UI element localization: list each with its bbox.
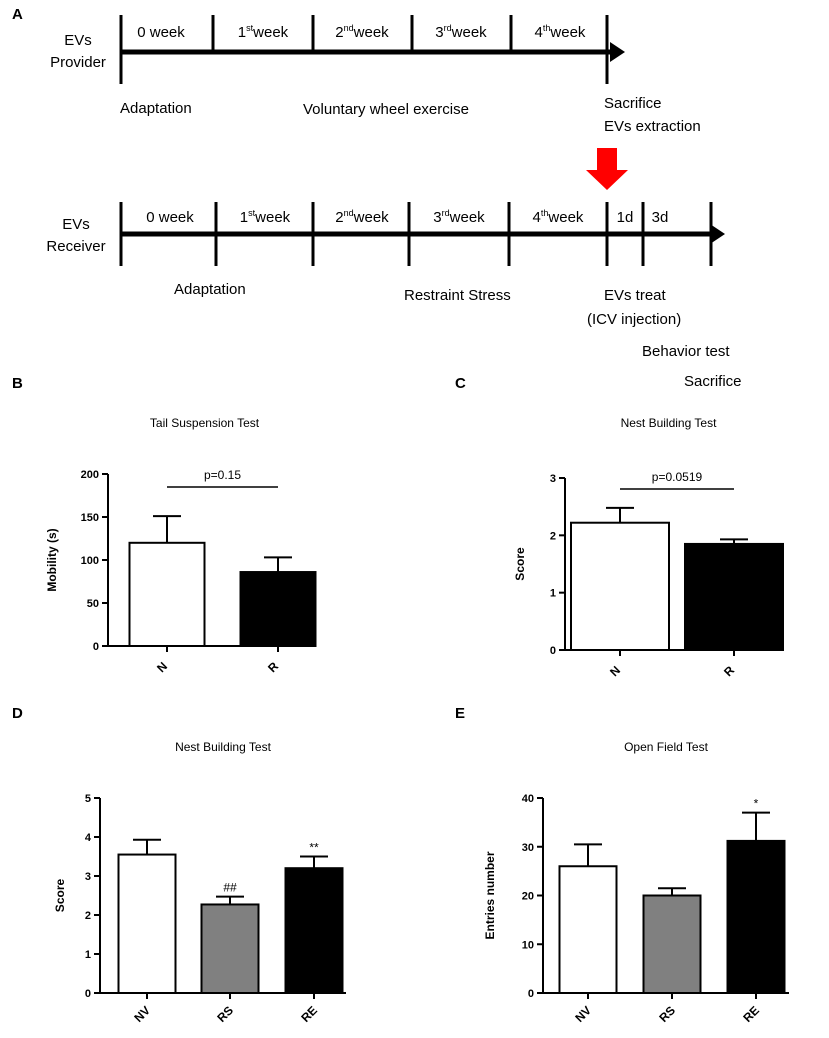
y-tick-label: 5 bbox=[85, 793, 91, 805]
panel-letter-a: A bbox=[12, 6, 23, 23]
chart-title: Tail Suspension Test bbox=[150, 416, 260, 430]
chart-tail-suspension: B Tail Suspension Test Mobility (s) 0 50 100 1… bbox=[12, 375, 317, 675]
bar-re bbox=[284, 867, 344, 995]
bar-r bbox=[239, 571, 317, 647]
p-value-annotation: p=0.0519 bbox=[652, 470, 703, 484]
bar-re bbox=[726, 839, 786, 995]
timeline-panel: A EVs Provider 0 week 1stweek 2ndweek 3r… bbox=[12, 6, 742, 390]
y-tick-label: 150 bbox=[81, 512, 99, 524]
category-label: R bbox=[721, 663, 737, 679]
provider-extraction: EVs extraction bbox=[604, 118, 701, 135]
y-tick-label: 30 bbox=[522, 842, 534, 854]
provider-week-1: 1stweek bbox=[238, 23, 289, 41]
receiver-arrowhead bbox=[710, 224, 725, 244]
category-label: N bbox=[154, 659, 170, 675]
provider-week-4: 4thweek bbox=[535, 23, 586, 41]
receiver-label-line1: EVs bbox=[62, 216, 90, 233]
bar-n bbox=[570, 521, 670, 651]
panel-letter-d: D bbox=[12, 705, 23, 722]
receiver-treat: EVs treat bbox=[604, 287, 667, 304]
provider-week-2: 2ndweek bbox=[335, 23, 389, 41]
y-axis-label: Mobility (s) bbox=[45, 528, 59, 591]
category-label: RE bbox=[298, 1003, 320, 1025]
receiver-injection: (ICV injection) bbox=[587, 311, 681, 328]
receiver-sacrifice: Sacrifice bbox=[684, 373, 742, 390]
receiver-label-line2: Receiver bbox=[46, 238, 105, 255]
y-axis-label: Entries number bbox=[483, 851, 497, 939]
y-tick-label: 2 bbox=[550, 530, 556, 542]
y-axis-label: Score bbox=[513, 547, 527, 581]
panel-letter-b: B bbox=[12, 375, 23, 392]
y-tick-label: 0 bbox=[528, 988, 534, 1000]
provider-week-3: 3rdweek bbox=[435, 23, 487, 41]
y-tick-label: 20 bbox=[522, 891, 534, 903]
receiver-adaptation: Adaptation bbox=[174, 281, 246, 298]
y-tick-label: 4 bbox=[85, 832, 92, 844]
chart-title: Open Field Test bbox=[624, 740, 708, 754]
bar-r bbox=[684, 542, 784, 652]
receiver-week-1: 1stweek bbox=[240, 208, 291, 226]
y-tick-label: 1 bbox=[550, 588, 556, 600]
receiver-week-0: 0 week bbox=[146, 209, 194, 226]
y-tick-label: 1 bbox=[85, 949, 91, 961]
receiver-week-3: 3rdweek bbox=[433, 208, 485, 226]
y-tick-label: 0 bbox=[550, 645, 556, 657]
provider-arrowhead bbox=[610, 42, 625, 62]
provider-exercise: Voluntary wheel exercise bbox=[303, 101, 469, 118]
bar-rs bbox=[642, 894, 702, 994]
receiver-week-2: 2ndweek bbox=[335, 208, 389, 226]
receiver-behavior: Behavior test bbox=[642, 343, 730, 360]
chart-nest-building-c: C Nest Building Test Score 0 1 2 3 N Rp=0.0519 bbox=[455, 375, 784, 679]
category-label: RS bbox=[656, 1003, 678, 1025]
provider-adaptation: Adaptation bbox=[120, 100, 192, 117]
chart-title: Nest Building Test bbox=[175, 740, 271, 754]
category-label: NV bbox=[572, 1003, 594, 1025]
provider-label-line1: EVs bbox=[64, 32, 92, 49]
provider-sacrifice: Sacrifice bbox=[604, 95, 662, 112]
y-tick-label: 200 bbox=[81, 469, 99, 481]
y-tick-label: 10 bbox=[522, 939, 534, 951]
bar-nv bbox=[117, 853, 177, 994]
category-label: N bbox=[607, 663, 623, 679]
bar-nv bbox=[558, 865, 618, 994]
y-tick-label: 0 bbox=[93, 641, 99, 653]
bar-rs bbox=[200, 903, 260, 994]
y-tick-label: 100 bbox=[81, 555, 99, 567]
chart-open-field: E Open Field Test Entries number 0 10 20 30 40 N… bbox=[455, 705, 789, 1025]
panel-letter-c: C bbox=[455, 375, 466, 392]
y-axis-label: Score bbox=[53, 879, 67, 913]
category-label: RE bbox=[740, 1003, 762, 1025]
bar-n bbox=[128, 541, 206, 647]
y-tick-label: 0 bbox=[85, 988, 91, 1000]
y-tick-label: 3 bbox=[550, 473, 556, 485]
transfer-arrow-icon bbox=[586, 148, 628, 190]
category-label: NV bbox=[131, 1003, 153, 1025]
receiver-stress: Restraint Stress bbox=[404, 287, 511, 304]
significance-marker: * bbox=[754, 797, 759, 811]
chart-nest-building-d: D Nest Building Test Score 0 1 2 3 4 5 NV RS ## RE ** bbox=[12, 705, 346, 1025]
provider-week-0: 0 week bbox=[137, 24, 185, 41]
y-tick-label: 2 bbox=[85, 910, 91, 922]
p-value-annotation: p=0.15 bbox=[204, 468, 241, 482]
provider-label-line2: Provider bbox=[50, 54, 106, 71]
receiver-timeline: EVs Receiver 0 week 1stweek 2ndweek 3rdw… bbox=[46, 202, 742, 390]
y-tick-label: 40 bbox=[522, 793, 534, 805]
y-tick-label: 3 bbox=[85, 871, 91, 883]
panel-letter-e: E bbox=[455, 705, 465, 722]
receiver-day-3: 3d bbox=[652, 209, 669, 226]
chart-title: Nest Building Test bbox=[621, 416, 717, 430]
receiver-day-1: 1d bbox=[617, 209, 634, 226]
provider-timeline: EVs Provider 0 week 1stweek 2ndweek 3rdw… bbox=[50, 15, 701, 135]
y-tick-label: 50 bbox=[87, 598, 99, 610]
significance-marker: ** bbox=[309, 841, 319, 855]
category-label: R bbox=[265, 659, 281, 675]
significance-marker: ## bbox=[223, 881, 237, 895]
receiver-week-4: 4thweek bbox=[533, 208, 584, 226]
category-label: RS bbox=[214, 1003, 236, 1025]
